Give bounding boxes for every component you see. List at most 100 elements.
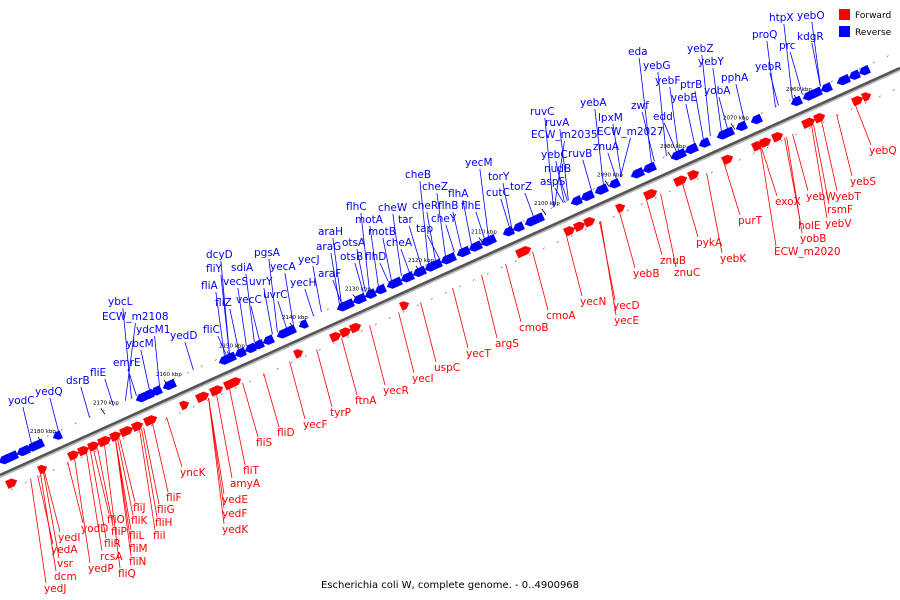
ruler-dash: [668, 190, 671, 193]
reverse-gene-label: yebR: [755, 61, 782, 73]
forward-gene-arrow: [801, 117, 816, 129]
ruler-dash: [486, 272, 489, 275]
reverse-gene-arrow: [790, 95, 803, 107]
forward-gene-arrow: [37, 464, 48, 475]
reverse-gene-label: fliZ: [215, 297, 232, 309]
forward-gene-label: ftnA: [355, 395, 377, 407]
reverse-gene-label: kdgR: [797, 31, 824, 43]
forward-gene-label: yebW: [806, 191, 836, 203]
gene-leader-line: [600, 220, 617, 316]
reverse-gene-arrow: [858, 64, 871, 76]
reverse-gene-label: ECW_m2108: [102, 311, 169, 323]
reverse-gene-arrow: [630, 167, 645, 179]
ruler-dash: [150, 424, 153, 427]
ruler-dash: [164, 418, 167, 421]
forward-gene-arrow: [67, 450, 80, 461]
gene-leader-line: [607, 152, 617, 179]
gene-leader-line: [316, 349, 333, 408]
reverse-gene-label: araH: [318, 226, 343, 238]
gene-leader-line: [811, 125, 828, 219]
legend: Forward Reverse: [839, 9, 892, 38]
forward-gene-label: tyrP: [330, 407, 351, 419]
ruler-dash: [136, 431, 139, 434]
gene-leader-line: [669, 86, 679, 151]
forward-gene-label: exoX: [775, 196, 801, 208]
reverse-gene-arrow: [440, 252, 457, 265]
gene-leader-line: [544, 117, 554, 208]
forward-gene-label: fliI: [153, 530, 166, 542]
gene-leader-line: [554, 187, 564, 203]
gene-leader-line: [479, 168, 489, 237]
scale-tick: [667, 151, 673, 159]
forward-gene-arrow: [143, 415, 158, 427]
gene-leader-line: [718, 96, 728, 129]
ruler-dash: [564, 200, 567, 203]
genome-caption: Escherichia coli W, complete genome. - 0…: [321, 580, 579, 591]
reverse-gene-label: ybcL: [108, 296, 133, 308]
gene-leader-line: [811, 21, 821, 87]
ruler-dash: [248, 380, 251, 383]
reverse-gene-label: yedD: [170, 330, 197, 342]
gene-leader-line: [184, 341, 194, 371]
gene-leader-line: [426, 234, 440, 259]
reverse-gene-arrow: [524, 212, 545, 227]
forward-gene-label: fliR: [104, 538, 121, 550]
forward-gene-arrow: [77, 445, 90, 457]
ruler-dash: [430, 298, 433, 301]
ruler-dash: [312, 314, 315, 317]
reverse-gene-arrow: [836, 73, 851, 86]
gene-leader-line: [524, 192, 534, 217]
reverse-gene-label: torY: [488, 171, 510, 183]
ruler-dash: [592, 188, 595, 191]
ruler-dash: [444, 291, 447, 294]
gene-leader-line: [766, 40, 776, 107]
forward-gene-arrow: [131, 421, 144, 432]
ruler-dash: [710, 171, 713, 174]
forward-gene-label: uspC: [434, 362, 460, 374]
forward-gene-arrow: [687, 170, 700, 181]
ruler-dash: [46, 434, 49, 437]
reverse-gene-label: ECW_m2035: [531, 129, 598, 141]
scale-tick-label: 2150 kbp: [219, 343, 245, 349]
forward-gene-arrow: [643, 189, 658, 201]
ruler-dash: [388, 317, 391, 320]
reverse-gene-label: uvrY: [249, 276, 273, 288]
gene-leader-line: [117, 439, 134, 516]
gene-leader-line: [760, 148, 777, 247]
forward-gene-arrow: [223, 377, 242, 391]
reverse-gene-label: araF: [318, 268, 341, 280]
scale-tick: [541, 208, 547, 216]
forward-gene-arrow: [583, 217, 596, 228]
forward-gene-label: yedA: [51, 544, 78, 556]
gene-leader-line: [559, 128, 569, 201]
reverse-gene-label: cutC: [486, 187, 510, 199]
gene-leader-line: [685, 103, 695, 144]
reverse-gene-label: uvrC: [263, 289, 288, 301]
gene-leader-line: [706, 172, 723, 254]
ruler-dash: [892, 89, 895, 92]
ruler-dash: [514, 260, 517, 263]
ruler-dash: [522, 219, 525, 222]
ruler-dash: [766, 146, 769, 149]
reverse-gene-label: ruvB: [568, 148, 592, 160]
gene-leader-line: [250, 305, 260, 341]
forward-gene-label: yebK: [720, 253, 747, 265]
gene-leader-line: [229, 308, 239, 350]
gene-leader-line: [122, 307, 132, 399]
gene-leader-line: [419, 180, 429, 264]
ruler-dash: [298, 321, 301, 324]
forward-gene-arrow: [573, 221, 586, 233]
reverse-gene-label: fliY: [206, 263, 223, 275]
forward-gene-label: fliO: [107, 514, 125, 526]
reverse-gene-arrow: [0, 450, 19, 465]
ruler-dash: [458, 285, 461, 288]
ruler-dash: [130, 397, 133, 400]
gene-leader-line: [392, 213, 402, 276]
forward-gene-arrow: [771, 132, 784, 143]
reverse-gene-label: yebF: [655, 75, 680, 87]
ruler-dash: [102, 409, 105, 412]
forward-gene-label: yedF: [222, 508, 247, 520]
ruler-dash: [74, 422, 77, 425]
forward-gene-label: fliS: [256, 437, 273, 449]
gene-leader-line: [289, 361, 306, 420]
